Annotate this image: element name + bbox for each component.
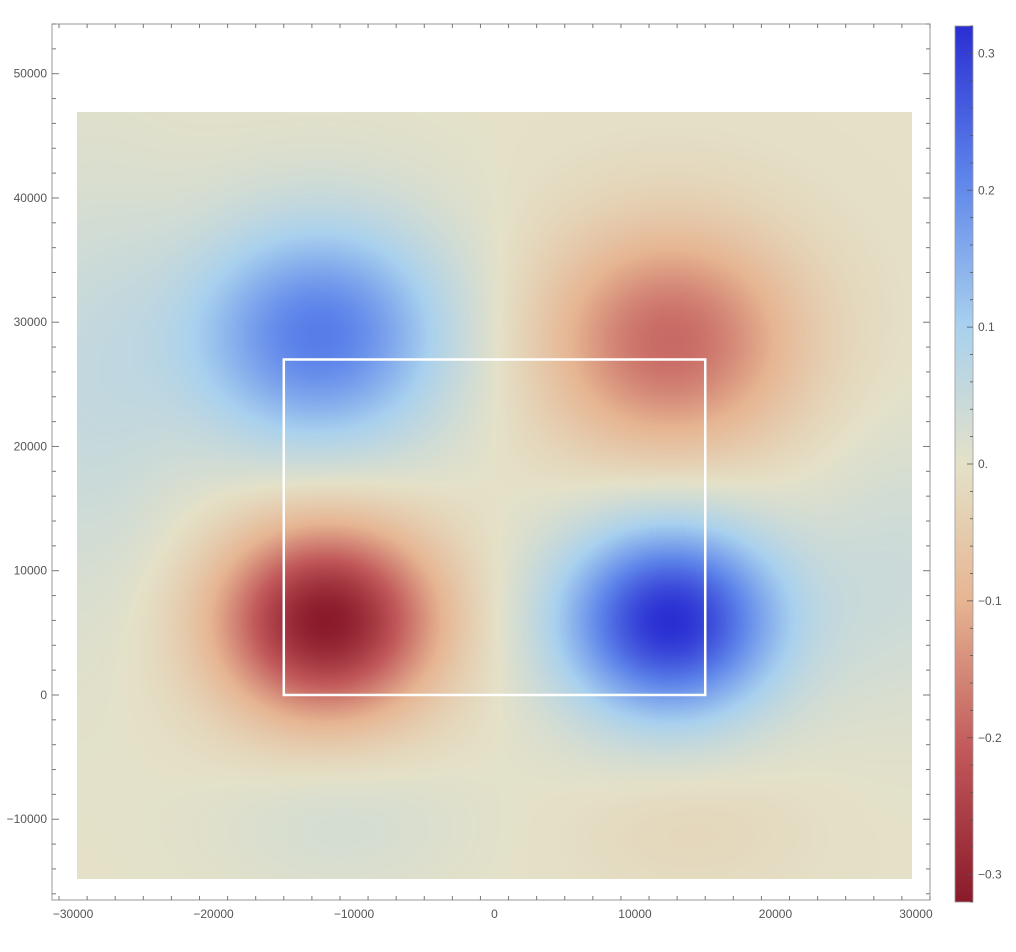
colorbar-tick-label: −0.3 — [978, 868, 1002, 882]
colorbar-tick-label: 0.1 — [978, 320, 995, 334]
x-tick-label: 20000 — [759, 907, 793, 921]
region-outline — [282, 358, 707, 697]
y-tick-label: 30000 — [14, 315, 48, 329]
y-axis: −10000 0 10000 20000 30000 40000 50000 — [7, 23, 930, 895]
colorbar-tick-label: 0.3 — [978, 46, 995, 60]
x-tick-label: −20000 — [193, 907, 234, 921]
outline-layer — [282, 358, 707, 697]
y-tick-label: 50000 — [14, 67, 48, 81]
x-tick-label: 0 — [491, 907, 498, 921]
colorbar: 0.3 0.2 0.1 0. −0.1 −0.2 −0.3 — [954, 25, 1002, 903]
y-tick-label: −10000 — [7, 812, 48, 826]
colorbar-tick-label: 0.2 — [978, 183, 995, 197]
y-tick-label: 40000 — [14, 191, 48, 205]
y-tick-label: 10000 — [14, 564, 48, 578]
x-tick-label: −10000 — [334, 907, 375, 921]
x-tick-label: −30000 — [53, 907, 94, 921]
x-tick-label: 10000 — [618, 907, 652, 921]
x-axis: −30000 −20000 −10000 0 10000 20000 30000 — [53, 24, 933, 921]
colorbar-tick-label: 0. — [978, 457, 988, 471]
heatmap-image — [77, 112, 912, 879]
y-tick-label: 20000 — [14, 439, 48, 453]
x-tick-label: 30000 — [899, 907, 933, 921]
colorbar-tick-label: −0.1 — [978, 594, 1002, 608]
colorbar-tick-label: −0.2 — [978, 731, 1002, 745]
heatmap-layer — [77, 112, 912, 879]
y-tick-label: 0 — [40, 688, 47, 702]
